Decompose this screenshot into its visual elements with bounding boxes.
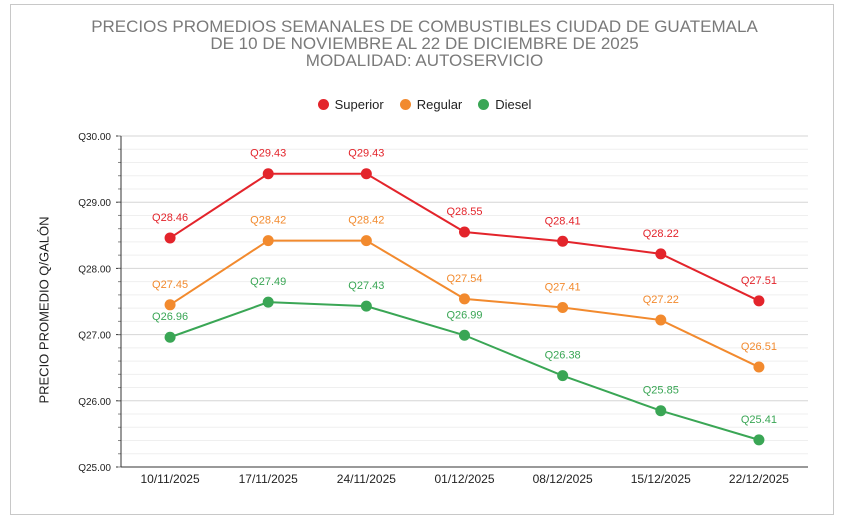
data-label-regular: Q27.41: [545, 281, 581, 293]
data-point-diesel: [459, 329, 470, 341]
data-point-regular: [753, 361, 765, 373]
y-tick-label: Q30.00: [78, 132, 111, 143]
chart-frame: [10, 4, 834, 515]
x-tick-label: 10/11/2025: [140, 472, 199, 486]
legend-item-superior[interactable]: Superior: [317, 97, 384, 112]
y-tick-label: Q29.00: [78, 198, 111, 209]
data-label-diesel: Q26.99: [446, 309, 482, 321]
legend-marker-regular: [399, 99, 411, 110]
data-label-diesel: Q26.96: [152, 311, 188, 323]
data-point-diesel: [262, 296, 274, 308]
data-label-superior: Q28.55: [446, 206, 482, 218]
data-point-diesel: [753, 434, 765, 446]
x-tick-label: 15/12/2025: [631, 472, 691, 486]
data-label-diesel: Q27.49: [250, 276, 286, 288]
data-point-superior: [557, 235, 569, 247]
legend-marker-superior: [317, 99, 329, 110]
data-point-superior: [164, 232, 176, 244]
data-label-diesel: Q25.85: [643, 385, 679, 397]
chart-title-line-2: DE 10 DE NOVIEMBRE AL 22 DE DICIEMBRE DE…: [210, 34, 639, 53]
data-label-regular: Q27.45: [152, 279, 188, 291]
data-label-superior: Q28.22: [643, 228, 679, 240]
data-point-regular: [459, 293, 470, 305]
data-point-superior: [753, 295, 765, 307]
legend-item-diesel[interactable]: Diesel: [478, 97, 531, 112]
series-line-diesel: [169, 301, 760, 441]
data-point-superior: [360, 168, 372, 180]
data-point-superior: [262, 168, 274, 180]
data-point-diesel: [557, 370, 569, 382]
chart-title-line-1: PRECIOS PROMEDIOS SEMANALES DE COMBUSTIB…: [91, 17, 758, 36]
data-point-regular: [164, 299, 176, 311]
data-label-diesel: Q26.38: [545, 350, 581, 362]
x-tick-label: 17/11/2025: [239, 472, 298, 486]
data-label-regular: Q27.54: [446, 273, 482, 285]
data-point-superior: [655, 248, 667, 260]
legend-item-regular[interactable]: Regular: [399, 97, 463, 112]
data-label-regular: Q28.42: [250, 215, 286, 227]
x-tick-label: 08/12/2025: [533, 472, 593, 486]
x-tick-label: 24/11/2025: [337, 472, 396, 486]
chart-title: PRECIOS PROMEDIOS SEMANALES DE COMBUSTIB…: [0, 18, 849, 69]
data-label-superior: Q29.43: [348, 148, 384, 160]
data-label-superior: Q29.43: [250, 148, 286, 160]
data-point-regular: [655, 314, 667, 326]
data-point-superior: [459, 226, 470, 238]
data-label-superior: Q28.46: [152, 212, 188, 224]
data-label-regular: Q26.51: [741, 341, 777, 353]
data-label-superior: Q27.51: [741, 275, 777, 287]
y-tick-label: Q25.00: [78, 463, 111, 474]
y-tick-label: Q28.00: [78, 264, 111, 275]
legend-label-superior: Superior: [334, 97, 384, 112]
x-tick-label: 01/12/2025: [434, 472, 494, 486]
y-tick-label: Q27.00: [78, 331, 111, 342]
data-point-diesel: [360, 300, 372, 312]
data-label-regular: Q28.42: [348, 215, 384, 227]
data-point-regular: [360, 235, 372, 247]
data-label-regular: Q27.22: [643, 294, 679, 306]
y-tick-label: Q26.00: [78, 397, 111, 408]
legend-marker-diesel: [478, 99, 490, 110]
data-point-diesel: [164, 331, 176, 343]
data-point-diesel: [655, 405, 667, 417]
data-label-superior: Q28.41: [545, 215, 581, 227]
data-point-regular: [262, 235, 274, 247]
x-tick-label: 22/12/2025: [729, 472, 789, 486]
legend-label-regular: Regular: [416, 97, 463, 112]
legend-label-diesel: Diesel: [495, 97, 532, 112]
chart-legend: Superior Regular Diesel: [0, 97, 849, 112]
chart-title-line-3: MODALIDAD: AUTOSERVICIO: [305, 51, 544, 70]
data-label-diesel: Q27.43: [348, 280, 384, 292]
data-point-regular: [557, 301, 569, 313]
data-label-diesel: Q25.41: [741, 414, 777, 426]
